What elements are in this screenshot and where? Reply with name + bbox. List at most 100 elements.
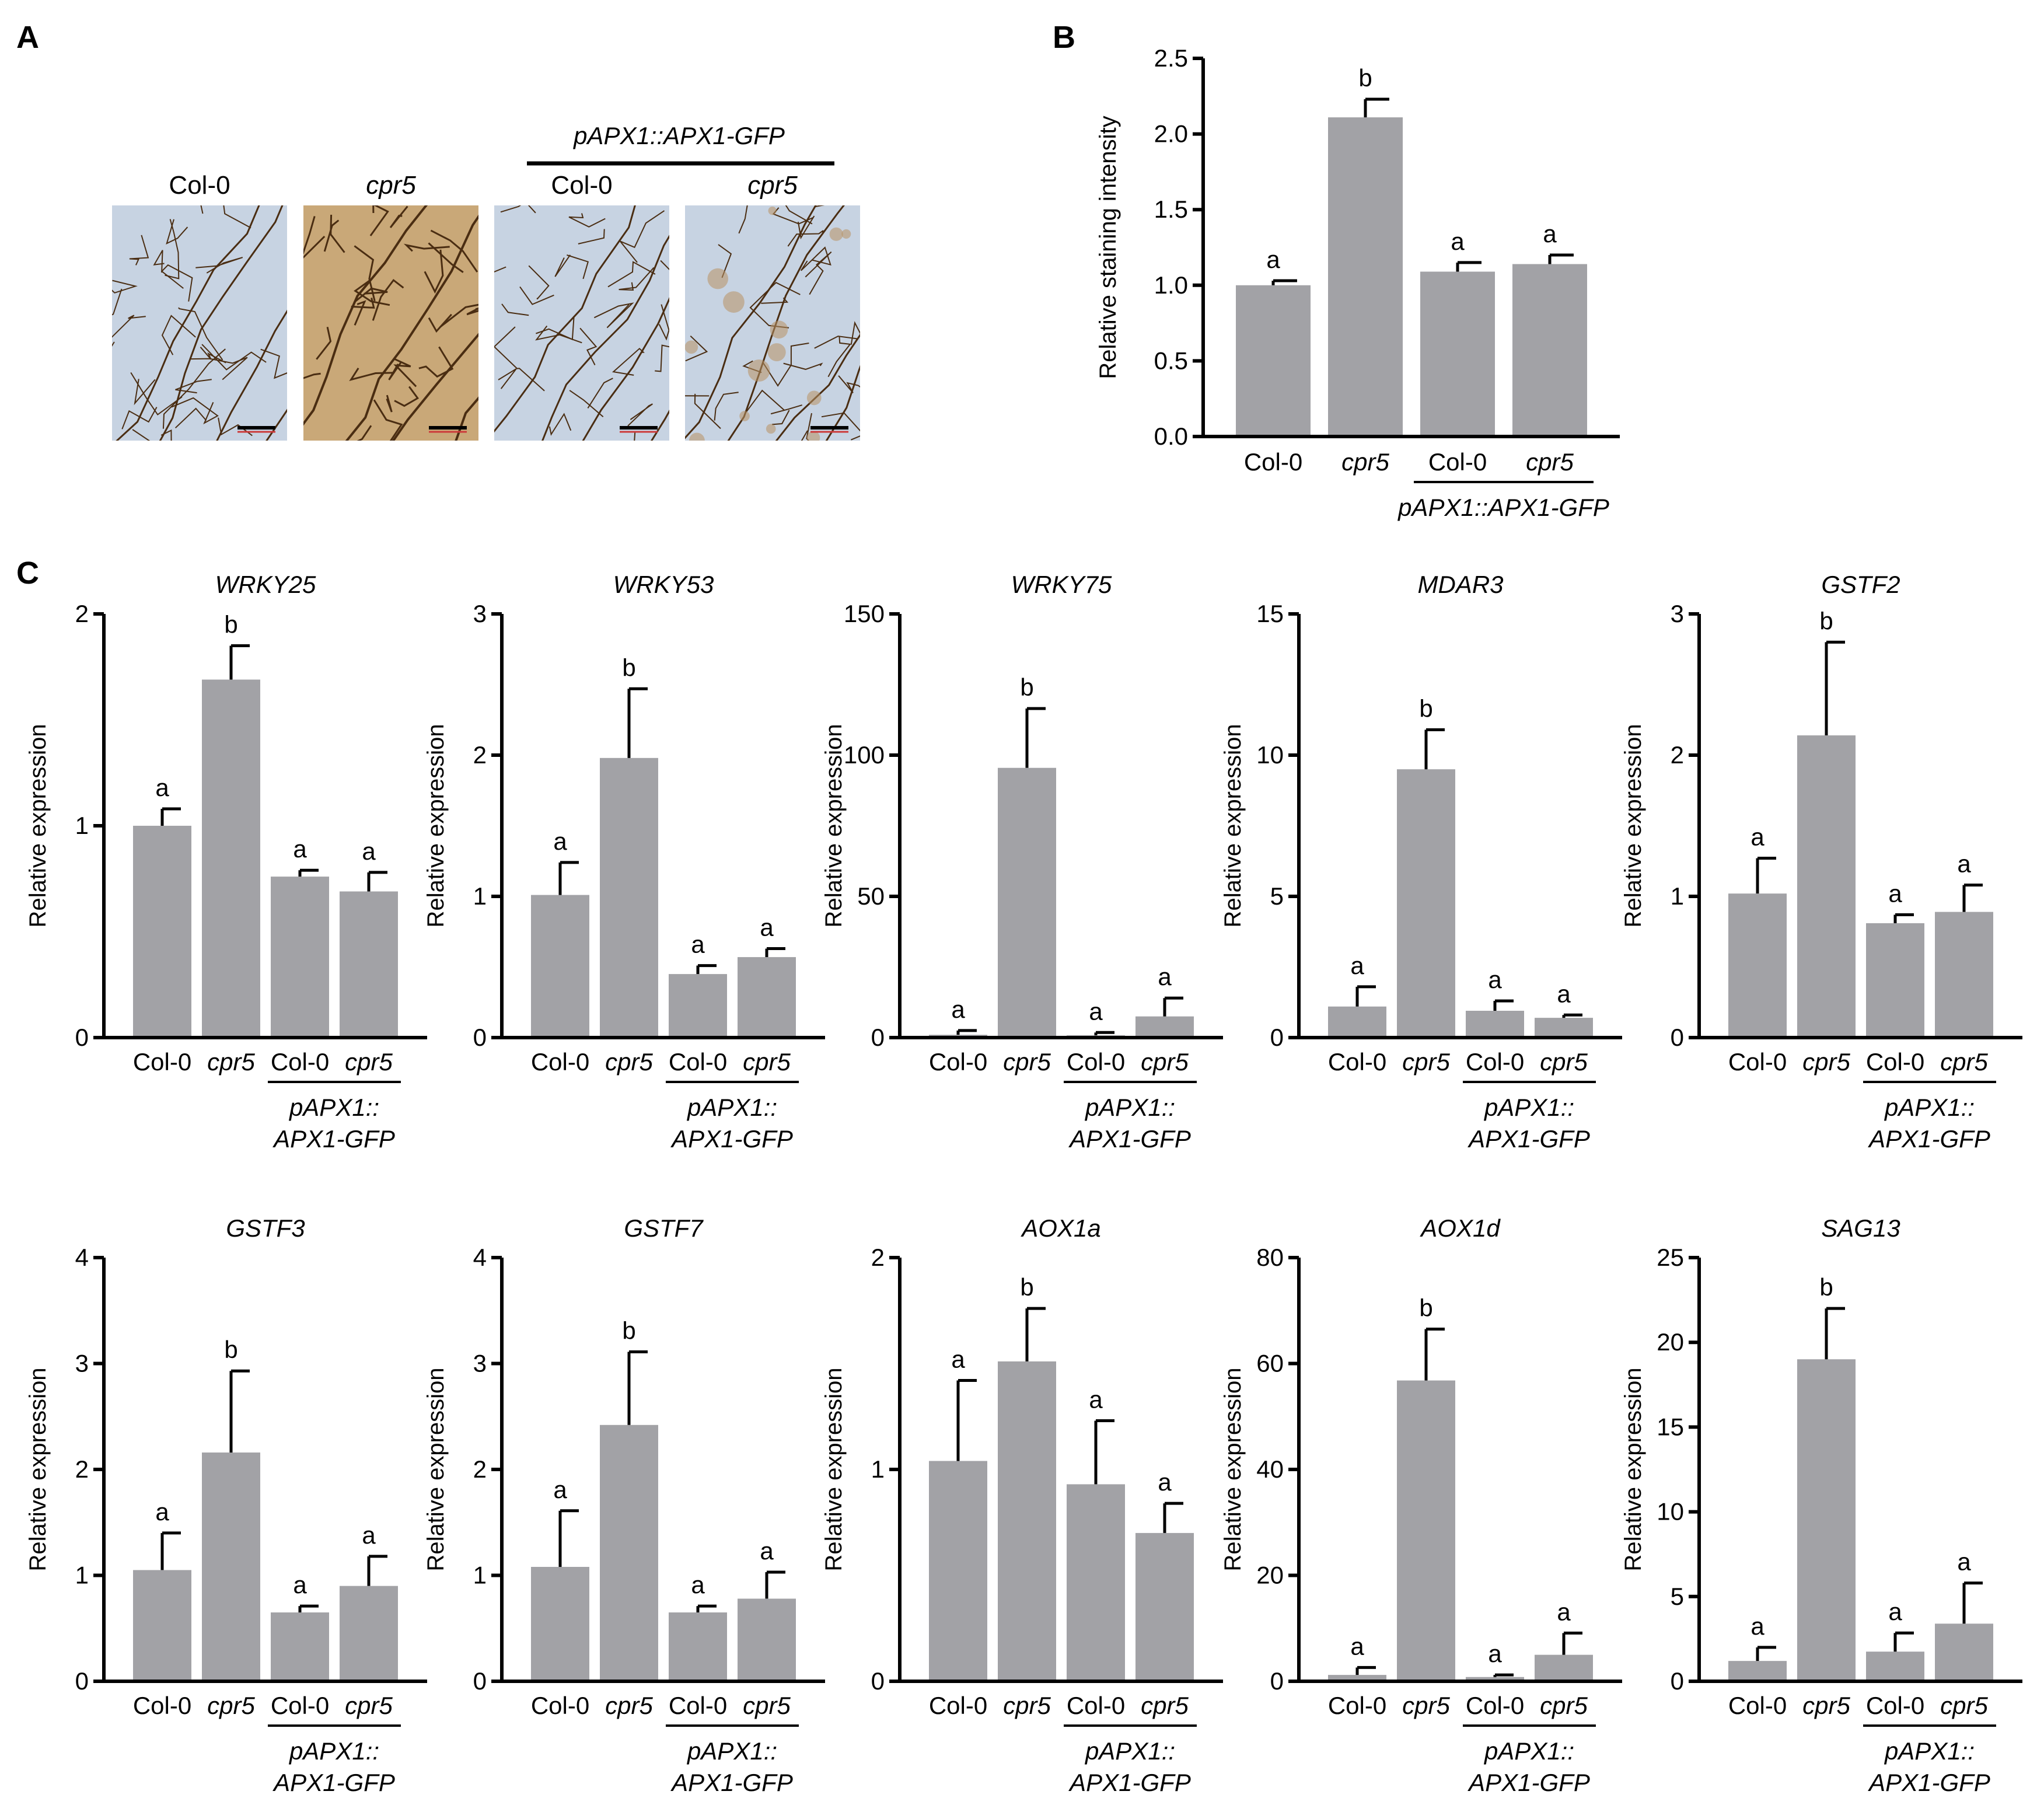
significance-label: a — [951, 996, 965, 1023]
bar-1 — [202, 679, 260, 1038]
y-tick-label: 20 — [1256, 1562, 1284, 1589]
bar-3 — [1935, 912, 1993, 1038]
y-tick-label: 2 — [75, 600, 89, 627]
significance-label: b — [622, 1317, 635, 1345]
group-label: APX1-GFP — [1867, 1769, 1990, 1796]
x-tick-label: Col-0 — [1866, 1048, 1924, 1076]
bar-1 — [1397, 769, 1455, 1038]
chart-wrky75: WRKY75 0 50 100 150 Relative expression a Col-0… — [821, 571, 1223, 1153]
x-tick-label: cpr5 — [1141, 1692, 1189, 1719]
bar-2 — [669, 1612, 727, 1681]
leaf-veins — [685, 205, 860, 441]
significance-label: a — [1266, 246, 1280, 273]
y-tick-label: 1.0 — [1154, 271, 1188, 299]
y-tick-label: 3 — [1671, 600, 1684, 627]
y-tick-label: 2 — [473, 741, 487, 769]
chart-title: GSTF7 — [624, 1214, 704, 1242]
leaf-veins — [303, 205, 478, 441]
chart-staining-intensity: 0.0 0.5 1.0 1.5 2.0 2.5 Relative staining inte… — [1095, 44, 1620, 521]
axes — [102, 614, 427, 1039]
chart-aox1a: AOX1a 0 1 2 Relative expression a Col-0 b cpr5 a C… — [821, 1214, 1223, 1796]
y-tick-label: 1 — [473, 1562, 487, 1589]
significance-label: b — [1419, 694, 1432, 722]
y-axis-label: Relative staining intensity — [1095, 116, 1121, 379]
leaf-veins — [494, 205, 669, 441]
x-tick-label: Col-0 — [1466, 1692, 1524, 1719]
chart-sag13: SAG13 0 5 10 15 20 25 Relative expression a Col-0… — [1620, 1214, 2022, 1796]
bar-3 — [1535, 1654, 1593, 1681]
axes — [1297, 1258, 1622, 1683]
x-tick-label: Col-0 — [133, 1048, 191, 1076]
x-tick-label: cpr5 — [1940, 1692, 1988, 1719]
y-tick-label: 0 — [473, 1024, 487, 1051]
y-tick-label: 4 — [75, 1244, 89, 1271]
significance-label: a — [1750, 823, 1765, 851]
x-tick-label: Col-0 — [271, 1048, 329, 1076]
y-tick-label: 50 — [857, 882, 885, 910]
significance-label: a — [1957, 1548, 1971, 1576]
axes — [500, 1258, 825, 1683]
significance-label: a — [1888, 1598, 1902, 1625]
bar-3 — [340, 891, 398, 1038]
bar-1 — [1397, 1380, 1455, 1681]
bar-0 — [1328, 1675, 1386, 1681]
x-tick-label: Col-0 — [531, 1692, 589, 1719]
x-tick-label: cpr5 — [1526, 448, 1574, 476]
significance-label: a — [362, 1521, 376, 1549]
bar-3 — [1512, 264, 1587, 437]
y-axis-label: Relative expression — [821, 1367, 847, 1571]
x-tick-label: Col-0 — [1728, 1048, 1787, 1076]
y-tick-label: 0 — [871, 1024, 885, 1051]
significance-label: a — [691, 1571, 705, 1598]
group-label: APX1-GFP — [1467, 1125, 1590, 1153]
chart-title: SAG13 — [1821, 1214, 1900, 1242]
group-label: pAPX1:: — [1084, 1094, 1175, 1121]
x-tick-label: Col-0 — [271, 1692, 329, 1719]
bar-0 — [531, 895, 589, 1038]
significance-label: a — [1350, 952, 1364, 979]
significance-label: b — [1020, 1273, 1033, 1301]
x-tick-label: Col-0 — [1328, 1048, 1386, 1076]
significance-label: b — [1358, 64, 1372, 92]
bar-0 — [531, 1566, 589, 1681]
x-tick-label: cpr5 — [1802, 1048, 1850, 1076]
photo-caption-1: cpr5 — [366, 171, 416, 200]
chart-gstf2: GSTF2 0 1 2 3 Relative expression a Col-0 b cpr5 a… — [1620, 571, 2022, 1153]
significance-label: a — [293, 835, 307, 863]
group-label: pAPX1:: — [686, 1737, 777, 1765]
significance-label: a — [1888, 879, 1902, 907]
bar-3 — [1535, 1018, 1593, 1038]
bar-1 — [600, 757, 658, 1038]
chart-gstf7: GSTF7 0 1 2 3 4 Relative expression a Col-0 b cpr5… — [423, 1214, 825, 1796]
significance-label: b — [1020, 673, 1033, 701]
group-label: pAPX1:: — [288, 1094, 379, 1121]
group-label: pAPX1:: — [1884, 1737, 1975, 1765]
y-axis-label: Relative expression — [25, 1367, 51, 1571]
bar-3 — [340, 1586, 398, 1681]
x-tick-label: Col-0 — [1466, 1048, 1524, 1076]
x-tick-label: cpr5 — [1402, 1048, 1450, 1076]
leaf-photo-background — [685, 205, 860, 441]
x-tick-label: cpr5 — [605, 1048, 653, 1076]
leaf-photo-background — [494, 205, 669, 441]
group-label: pAPX1:: — [1884, 1094, 1975, 1121]
x-tick-label: cpr5 — [1940, 1048, 1988, 1076]
y-tick-label: 2 — [473, 1455, 487, 1483]
y-tick-label: 1 — [1671, 882, 1684, 910]
leaf-photo-background — [303, 205, 478, 441]
bar-2 — [669, 974, 727, 1038]
panel-c-charts: WRKY25 0 1 2 Relative expression a Col-0 b cpr5 a… — [25, 571, 2022, 1796]
x-tick-label: cpr5 — [743, 1048, 791, 1076]
panel-a-group-label: pAPX1::APX1-GFP — [572, 122, 785, 149]
x-tick-label: cpr5 — [207, 1692, 255, 1719]
y-axis-label: Relative expression — [821, 724, 847, 927]
y-tick-label: 1 — [871, 1455, 885, 1483]
bar-2 — [1466, 1011, 1524, 1038]
significance-label: a — [1557, 980, 1571, 1007]
significance-label: a — [1543, 220, 1557, 247]
y-tick-label: 0.0 — [1154, 423, 1188, 450]
bar-2 — [1866, 1652, 1924, 1681]
axes — [1697, 1258, 2022, 1683]
significance-label: a — [691, 931, 705, 958]
bar-1 — [600, 1425, 658, 1681]
